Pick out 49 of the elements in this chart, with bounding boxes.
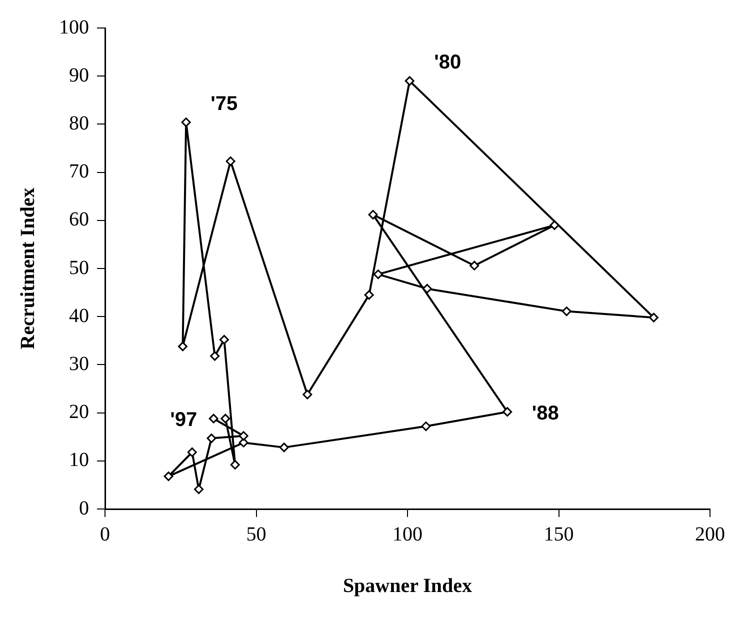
annotation: '75 [210,92,238,115]
point [194,484,204,494]
y-tick-label: 70 [69,160,89,183]
point [226,156,236,166]
x-tick-label: 50 [246,523,266,546]
point [279,442,289,452]
point [208,414,218,424]
point [164,472,174,482]
point [220,414,230,424]
point [550,220,560,230]
point [373,270,383,280]
y-tick-label: 50 [69,256,89,279]
point [422,284,432,294]
annotation: '97 [170,409,198,432]
annotation: '88 [532,402,559,424]
x-tick-label: 0 [100,523,110,546]
point [238,438,248,448]
point [187,447,197,457]
annotation: '80 [434,51,462,74]
y-tick-label: 10 [69,449,89,472]
point [470,260,480,270]
x-axis-title: Spawner Index [342,575,472,598]
point [178,342,188,352]
y-tick-label: 60 [69,208,89,231]
point [230,460,240,470]
point [421,422,431,432]
x-tick-label: 200 [695,523,725,546]
point [210,351,220,361]
point [364,290,374,300]
y-tick-label: 40 [69,304,89,327]
y-tick-label: 0 [79,497,89,520]
point [368,210,378,220]
point [238,431,248,441]
x-tick-label: 100 [392,523,422,546]
point [181,118,191,128]
y-tick-label: 90 [69,64,89,86]
y-tick-label: 80 [69,112,89,134]
y-tick-label: 100 [59,16,89,38]
point [502,407,512,417]
point [219,334,229,344]
y-tick-label: 30 [69,352,89,375]
y-axis-title: Recruitment Index [17,188,40,350]
point [562,306,572,316]
point [404,76,414,86]
point [206,434,216,444]
point [648,312,658,322]
y-tick-label: 20 [69,401,89,424]
x-tick-label: 150 [544,523,574,546]
point [302,390,312,400]
